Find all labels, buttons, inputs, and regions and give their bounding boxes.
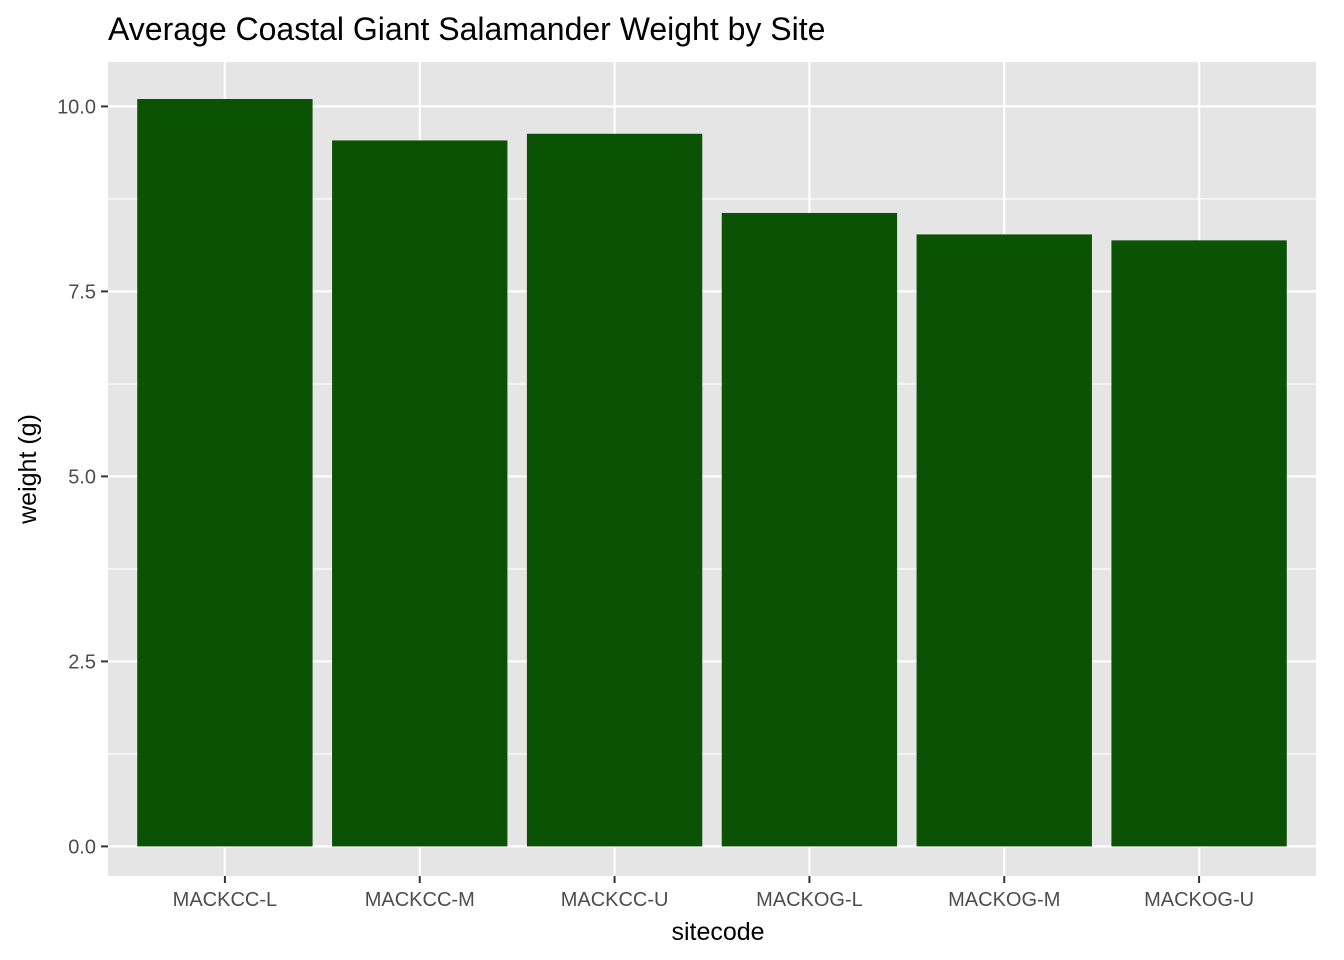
- y-tick-label: 0.0: [68, 836, 96, 858]
- chart-title: Average Coastal Giant Salamander Weight …: [108, 11, 825, 47]
- bar-mackcc-m: [332, 140, 508, 847]
- x-tick-label: MACKOG-U: [1144, 889, 1254, 911]
- x-tick-label: MACKCC-M: [365, 889, 475, 911]
- x-tick-label: MACKCC-L: [173, 889, 277, 911]
- x-tick-label: MACKOG-L: [756, 889, 863, 911]
- x-axis: MACKCC-L MACKCC-M MACKCC-U MACKOG-L MACKOG-M…: [173, 876, 1254, 911]
- y-tick-label: 2.5: [68, 651, 96, 673]
- bar-mackcc-u: [526, 133, 703, 847]
- y-tick-label: 5.0: [68, 466, 96, 488]
- bar-mackcc-l: [137, 99, 313, 847]
- bar-mackog-m: [916, 234, 1092, 847]
- bar-mackog-u: [1111, 240, 1287, 847]
- x-axis-title: sitecode: [671, 918, 764, 946]
- x-tick-label: MACKCC-U: [561, 889, 669, 911]
- bars: [137, 99, 1287, 847]
- bar-mackog-l: [721, 212, 898, 847]
- y-axis-title: weight (g): [14, 414, 42, 525]
- y-tick-label: 10.0: [57, 96, 96, 118]
- y-tick-label: 7.5: [68, 281, 96, 303]
- x-tick-label: MACKOG-M: [948, 889, 1060, 911]
- y-axis: 0.0 2.5 5.0 7.5 10.0: [57, 96, 108, 858]
